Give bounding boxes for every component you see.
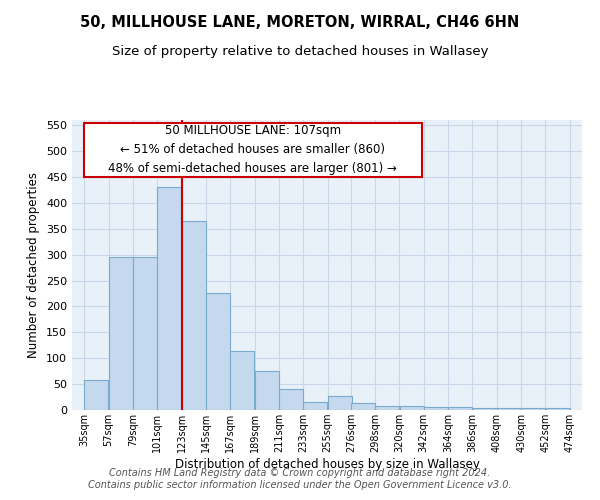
- X-axis label: Distribution of detached houses by size in Wallasey: Distribution of detached houses by size …: [175, 458, 479, 471]
- Y-axis label: Number of detached properties: Number of detached properties: [28, 172, 40, 358]
- Text: 50, MILLHOUSE LANE, MORETON, WIRRAL, CH46 6HN: 50, MILLHOUSE LANE, MORETON, WIRRAL, CH4…: [80, 15, 520, 30]
- Bar: [328, 396, 352, 410]
- Bar: [157, 188, 181, 410]
- Bar: [448, 408, 472, 410]
- Bar: [255, 371, 278, 410]
- Text: 50 MILLHOUSE LANE: 107sqm
← 51% of detached houses are smaller (860)
48% of semi: 50 MILLHOUSE LANE: 107sqm ← 51% of detac…: [109, 124, 397, 176]
- Bar: [473, 408, 497, 410]
- Bar: [279, 390, 303, 410]
- Bar: [84, 122, 422, 177]
- Bar: [424, 407, 448, 410]
- Text: Contains HM Land Registry data © Crown copyright and database right 2024.
Contai: Contains HM Land Registry data © Crown c…: [88, 468, 512, 490]
- Bar: [85, 380, 108, 410]
- Bar: [497, 408, 521, 410]
- Bar: [109, 257, 133, 410]
- Bar: [376, 406, 399, 410]
- Bar: [133, 257, 157, 410]
- Bar: [521, 408, 545, 410]
- Bar: [351, 403, 375, 410]
- Bar: [400, 406, 424, 410]
- Bar: [182, 221, 206, 410]
- Bar: [206, 294, 230, 410]
- Bar: [546, 408, 569, 410]
- Bar: [304, 402, 327, 410]
- Text: Size of property relative to detached houses in Wallasey: Size of property relative to detached ho…: [112, 45, 488, 58]
- Bar: [230, 352, 254, 410]
